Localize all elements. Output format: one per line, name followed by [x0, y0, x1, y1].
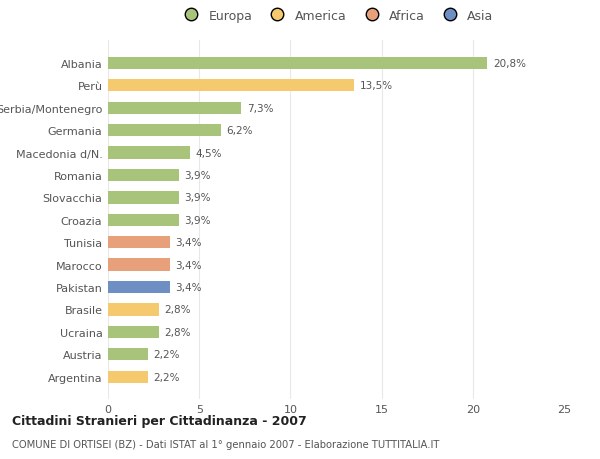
Text: 20,8%: 20,8% — [493, 59, 526, 69]
Bar — [108, 348, 148, 361]
Text: 4,5%: 4,5% — [196, 148, 222, 158]
Text: 3,9%: 3,9% — [185, 215, 211, 225]
Text: 2,2%: 2,2% — [154, 350, 180, 359]
Bar — [108, 102, 241, 115]
Bar — [108, 147, 190, 159]
Text: 3,9%: 3,9% — [185, 171, 211, 180]
Text: 7,3%: 7,3% — [247, 103, 273, 113]
Text: 13,5%: 13,5% — [360, 81, 393, 91]
Text: 6,2%: 6,2% — [227, 126, 253, 136]
Bar — [108, 259, 170, 271]
Text: 3,9%: 3,9% — [185, 193, 211, 203]
Bar — [108, 214, 179, 226]
Bar — [108, 192, 179, 204]
Text: 3,4%: 3,4% — [175, 238, 202, 248]
Text: 2,8%: 2,8% — [164, 327, 191, 337]
Bar — [108, 80, 354, 92]
Bar — [108, 236, 170, 249]
Text: COMUNE DI ORTISEI (BZ) - Dati ISTAT al 1° gennaio 2007 - Elaborazione TUTTITALIA: COMUNE DI ORTISEI (BZ) - Dati ISTAT al 1… — [12, 440, 439, 449]
Bar — [108, 169, 179, 182]
Bar — [108, 57, 487, 70]
Bar — [108, 304, 159, 316]
Text: 2,8%: 2,8% — [164, 305, 191, 315]
Bar — [108, 371, 148, 383]
Legend: Europa, America, Africa, Asia: Europa, America, Africa, Asia — [173, 5, 499, 28]
Bar — [108, 125, 221, 137]
Bar — [108, 281, 170, 294]
Text: 3,4%: 3,4% — [175, 260, 202, 270]
Bar — [108, 326, 159, 338]
Text: 3,4%: 3,4% — [175, 282, 202, 292]
Text: Cittadini Stranieri per Cittadinanza - 2007: Cittadini Stranieri per Cittadinanza - 2… — [12, 414, 307, 428]
Text: 2,2%: 2,2% — [154, 372, 180, 382]
